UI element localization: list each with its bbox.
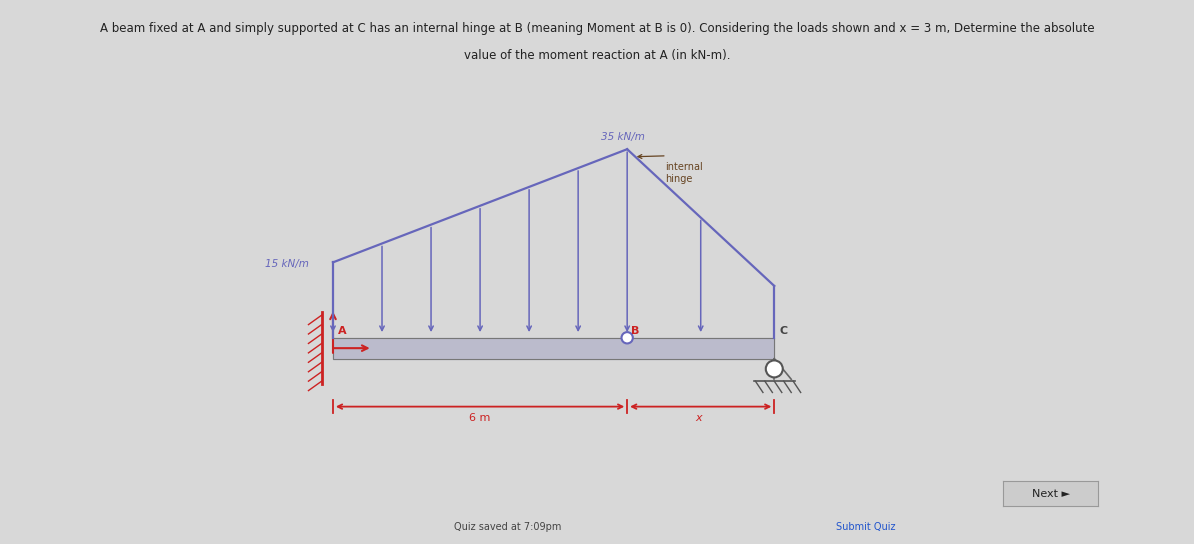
- Text: Next ►: Next ►: [1032, 489, 1070, 499]
- Text: value of the moment reaction at A (in kN-m).: value of the moment reaction at A (in kN…: [463, 49, 731, 62]
- Text: Quiz saved at 7:09pm: Quiz saved at 7:09pm: [454, 522, 561, 533]
- Text: 6 m: 6 m: [469, 413, 490, 423]
- Text: C: C: [780, 326, 788, 336]
- Text: x: x: [695, 413, 702, 423]
- Text: internal
hinge: internal hinge: [665, 162, 702, 184]
- Bar: [333, 338, 774, 358]
- Text: 35 kN/m: 35 kN/m: [601, 132, 645, 142]
- Circle shape: [622, 332, 633, 343]
- Circle shape: [765, 361, 783, 378]
- Bar: [333, 338, 774, 358]
- Text: A: A: [338, 326, 346, 336]
- Text: B: B: [630, 326, 639, 336]
- Text: A beam fixed at A and simply supported at C has an internal hinge at B (meaning : A beam fixed at A and simply supported a…: [99, 22, 1095, 35]
- Text: Submit Quiz: Submit Quiz: [836, 522, 896, 533]
- Text: 15 kN/m: 15 kN/m: [265, 259, 309, 269]
